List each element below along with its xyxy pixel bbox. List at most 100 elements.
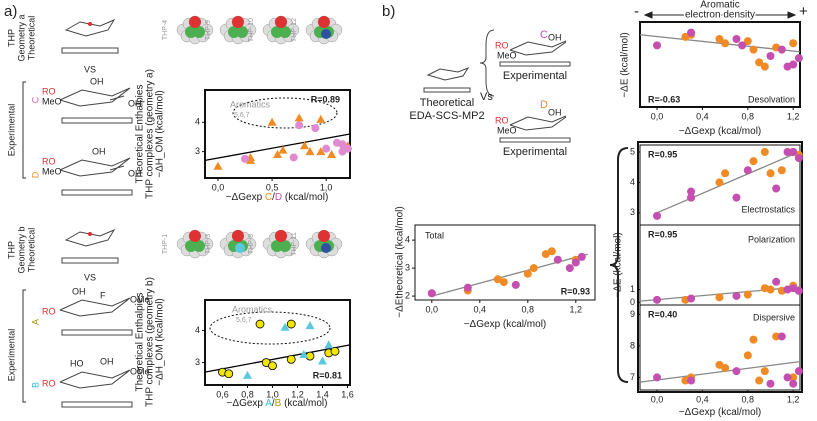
model-label: THP-3 (205, 234, 212, 254)
y-tick-label: 3 (630, 207, 635, 217)
fit-line (204, 344, 351, 373)
vs: VS (84, 64, 96, 74)
atom (236, 26, 248, 38)
atom (279, 240, 291, 252)
model-label: THP-12 (291, 18, 298, 42)
point (316, 114, 326, 123)
y-tick-label: 1 (630, 284, 635, 294)
y-tick-label: 4 (630, 177, 635, 187)
point (743, 290, 752, 299)
point (789, 147, 798, 156)
y-tick-label: 5 (630, 146, 635, 156)
point (529, 264, 538, 273)
y-tick-label: 8 (630, 340, 635, 350)
y-axis-label: −ΔH_OM (kcal/mol) (155, 90, 166, 178)
y-tick-label: 2 (405, 290, 410, 300)
side-label: Experimental (6, 104, 16, 157)
point (289, 153, 298, 162)
point (338, 140, 347, 149)
point (772, 277, 781, 286)
fit-line (431, 253, 588, 297)
point (571, 258, 580, 267)
space-fill-models: THP-4 THP-9 THP-10 THP-12 THP-1 THP-3 THP-8 THP… (162, 15, 343, 259)
sugar-label: MeO (42, 166, 62, 176)
point (783, 373, 792, 382)
x-axis-label: −ΔGexp (kcal/mol) (679, 126, 762, 137)
x-tick-label: 0,0 (651, 111, 664, 121)
x-axis-label-part: (kcal/mol) (281, 398, 327, 409)
point (789, 379, 798, 388)
point (330, 346, 340, 356)
x-tick-label: 0,8 (742, 111, 755, 121)
point (327, 150, 337, 159)
side-label: THP (6, 29, 16, 47)
point (715, 35, 724, 43)
plot-frame (414, 224, 596, 301)
fit-line (204, 133, 351, 162)
point (772, 184, 781, 193)
point (687, 187, 696, 196)
aromatics-ellipse (232, 97, 338, 129)
b-label: Vs (480, 91, 493, 103)
atom (189, 16, 201, 28)
density-arrow (643, 11, 797, 19)
point (789, 39, 798, 48)
sugar-label: F (100, 290, 106, 300)
atom (232, 16, 244, 28)
point (715, 293, 724, 302)
sugar-letter: A (30, 319, 40, 325)
atom (232, 230, 244, 242)
aromatics-label: Aromatics (230, 99, 271, 109)
point (653, 295, 662, 304)
aromatics-ellipse (209, 311, 331, 345)
sugar-letter: B (30, 382, 40, 388)
atom (321, 243, 331, 253)
sugar-label: OH (548, 107, 562, 117)
atom (235, 243, 245, 253)
side-label: THP (6, 241, 16, 259)
point (280, 322, 290, 331)
side-label: Theoretical (26, 228, 36, 273)
point (732, 35, 741, 43)
x-tick-label: 1,6 (341, 389, 354, 399)
sugar-label: RO (42, 306, 56, 316)
x-tick-label: 1,2 (787, 394, 800, 404)
point (743, 166, 752, 175)
r-label: R=0.89 (311, 94, 340, 104)
x-tick-label: 0,4 (696, 111, 709, 121)
point (743, 37, 752, 46)
point (316, 147, 326, 156)
x-axis-label: −ΔGexp (kcal/mol) (679, 407, 762, 418)
point (224, 369, 234, 379)
chart-title: Dispersive (753, 312, 795, 322)
atom (275, 230, 287, 242)
side-label: Geometry a (16, 14, 26, 61)
sugar-label: OH (90, 76, 104, 86)
x-axis-label-part: (kcal/mol) (282, 192, 328, 203)
point (766, 285, 775, 294)
sugar-label: OH (548, 32, 562, 42)
x-tick-label: 0,8 (241, 389, 254, 399)
point (463, 283, 472, 292)
atom (321, 29, 331, 39)
aromatics-ids: 5,6,7 (234, 112, 250, 119)
oxygen (88, 22, 92, 26)
sugar-label: RO (495, 115, 509, 125)
point (789, 373, 798, 382)
point (749, 45, 758, 54)
x-tick-label: 1,2 (291, 389, 304, 399)
x-tick-label: 0,8 (522, 304, 535, 314)
model-label: THP-8 (248, 234, 255, 254)
y-axis-label: THP complexes (geometry a) (145, 69, 156, 199)
point (732, 291, 741, 300)
x-tick-label: 0,5 (266, 182, 279, 192)
atom (189, 230, 201, 242)
point (427, 289, 436, 298)
point (318, 356, 327, 365)
y-tick-label: 7 (630, 372, 635, 382)
point (766, 379, 775, 388)
side-label: Geometry b (16, 226, 26, 273)
sugar-labels: RO MeO OH OH RO MeO OH OH OH F RO OMe HO… (42, 32, 562, 388)
r-label: R=0.95 (648, 229, 677, 239)
point (687, 294, 696, 303)
